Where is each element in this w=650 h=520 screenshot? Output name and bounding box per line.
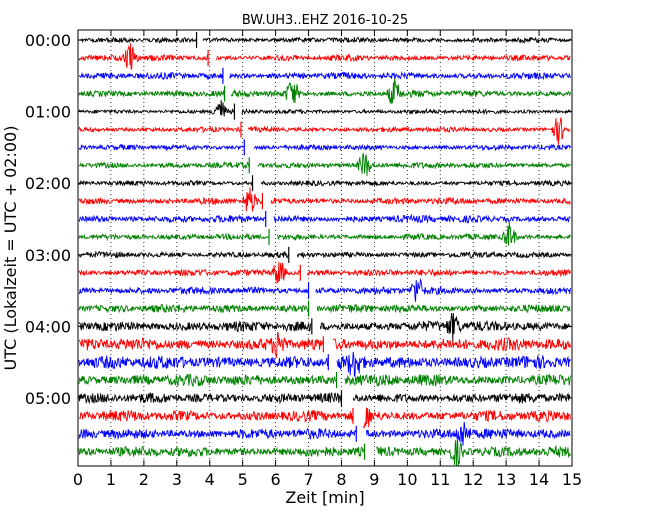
- trace-14: [78, 277, 571, 302]
- traces: [78, 32, 571, 467]
- trace-21: [78, 407, 571, 430]
- trace-17: [78, 331, 571, 358]
- y-tick-label-04:00: 04:00: [25, 317, 71, 336]
- trace-18: [78, 351, 571, 378]
- chart-title: BW.UH3..EHZ 2016-10-25: [242, 13, 408, 28]
- x-tick-label-14: 14: [529, 470, 549, 489]
- trace-0: [78, 36, 571, 44]
- trace-19: [78, 373, 571, 388]
- y-axis-label: UTC (Lokalzeit = UTC + 02:00): [1, 126, 20, 371]
- trace-13: [78, 261, 571, 284]
- grid-layer: [110, 30, 540, 466]
- x-tick-label-11: 11: [430, 470, 450, 489]
- ticks: [77, 30, 573, 466]
- x-tick-labels: 0 1 2 3 4 5 6 7 8 9 10 11 12 13 14 15: [73, 470, 582, 489]
- x-tick-label-4: 4: [205, 470, 215, 489]
- x-tick-label-0: 0: [73, 470, 83, 489]
- x-tick-label-5: 5: [238, 470, 248, 489]
- trace-23: [78, 437, 571, 467]
- y-tick-label-00:00: 00:00: [25, 31, 71, 50]
- trace-15: [78, 303, 571, 314]
- x-tick-label-1: 1: [106, 470, 116, 489]
- trace-20: [78, 392, 571, 405]
- trace-11: [78, 221, 571, 246]
- trace-7: [78, 153, 571, 176]
- y-tick-label-03:00: 03:00: [25, 246, 71, 265]
- x-axis-label: Zeit [min]: [285, 488, 364, 507]
- trace-1: [78, 43, 571, 70]
- y-tick-label-02:00: 02:00: [25, 174, 71, 193]
- x-tick-label-13: 13: [496, 470, 516, 489]
- trace-5: [78, 117, 571, 145]
- trace-3: [78, 78, 571, 105]
- x-tick-label-10: 10: [397, 470, 417, 489]
- trace-6: [78, 143, 571, 152]
- y-tick-label-01:00: 01:00: [25, 103, 71, 122]
- trace-12: [78, 250, 571, 260]
- x-tick-label-12: 12: [463, 470, 483, 489]
- trace-16: [78, 312, 571, 343]
- x-tick-label-8: 8: [336, 470, 346, 489]
- x-tick-label-2: 2: [139, 470, 149, 489]
- x-tick-label-3: 3: [172, 470, 182, 489]
- trace-8: [78, 179, 571, 187]
- trace-2: [79, 70, 571, 81]
- y-tick-label-05:00: 05:00: [25, 389, 71, 408]
- y-tick-labels: 00:00 01:00 02:00 03:00 04:00 05:00: [25, 31, 71, 408]
- x-tick-label-7: 7: [303, 470, 313, 489]
- x-tick-label-9: 9: [369, 470, 379, 489]
- x-tick-label-6: 6: [271, 470, 281, 489]
- trace-10: [78, 213, 571, 224]
- trace-4: [78, 99, 571, 117]
- trace-22: [78, 421, 571, 446]
- plot-frame: [77, 29, 573, 467]
- x-tick-label-15: 15: [562, 470, 582, 489]
- trace-9: [78, 187, 571, 212]
